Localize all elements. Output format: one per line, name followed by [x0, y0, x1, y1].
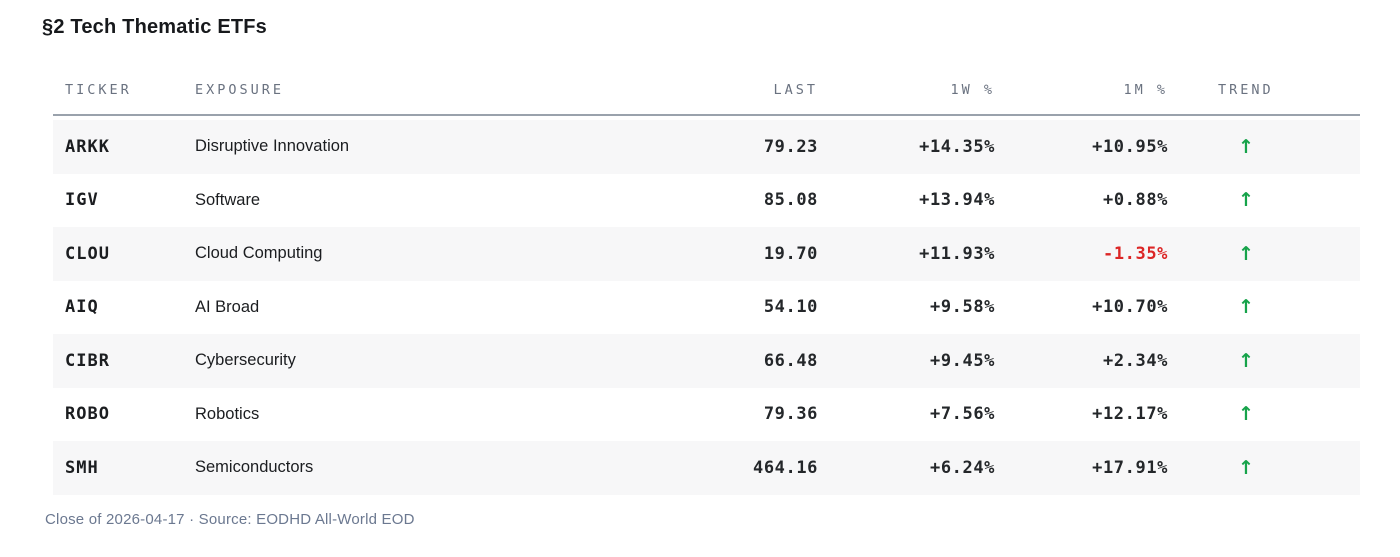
cell-trend: ↑: [1178, 441, 1360, 495]
cell-last: 85.08: [763, 190, 818, 211]
cell-trend: ↑: [1178, 174, 1360, 228]
cell-1m: +0.88%: [1102, 190, 1168, 211]
trend-up-icon: ↑: [1238, 242, 1254, 265]
cell-ticker: IGV: [65, 190, 99, 211]
header-gap: [53, 115, 1360, 120]
cell-exposure: Software: [195, 190, 261, 209]
trend-up-icon: ↑: [1238, 135, 1254, 158]
col-header-exposure: EXPOSURE: [195, 72, 638, 116]
trend-up-icon: ↑: [1238, 349, 1254, 372]
cell-1w: +13.94%: [919, 190, 995, 211]
footer-note: Close of 2026-04-17 · Source: EODHD All-…: [45, 510, 415, 528]
cell-last: 66.48: [638, 334, 828, 388]
cell-trend: ↑: [1178, 227, 1360, 281]
cell-1m: -1.35%: [1005, 227, 1178, 281]
cell-ticker: SMH: [53, 441, 195, 495]
cell-ticker: ROBO: [65, 404, 110, 425]
cell-ticker: CLOU: [53, 227, 195, 281]
cell-1w: +9.58%: [929, 297, 995, 318]
page-title: §2 Tech Thematic ETFs: [42, 16, 268, 38]
table-header-row: TICKER EXPOSURE LAST 1W % 1M % TREND: [53, 72, 1360, 116]
table-row: IGV Software 85.08 +13.94% +0.88% ↑: [53, 174, 1360, 228]
cell-last: 464.16: [638, 441, 828, 495]
cell-1w: +6.24%: [828, 441, 1005, 495]
cell-trend: ↑: [1178, 334, 1360, 388]
col-header-last: LAST: [638, 72, 828, 116]
cell-exposure: Semiconductors: [195, 441, 638, 495]
cell-1m: +2.34%: [1005, 334, 1178, 388]
table-row: SMH Semiconductors 464.16 +6.24% +17.91%…: [53, 441, 1360, 495]
cell-1w: +11.93%: [828, 227, 1005, 281]
cell-trend: ↑: [1178, 281, 1360, 335]
table-row: AIQ AI Broad 54.10 +9.58% +10.70% ↑: [53, 281, 1360, 335]
trend-up-icon: ↑: [1238, 296, 1254, 319]
cell-ticker: CIBR: [53, 334, 195, 388]
col-header-1w: 1W %: [828, 72, 1005, 116]
cell-1w: +7.56%: [929, 404, 995, 425]
cell-1w: +9.45%: [828, 334, 1005, 388]
table-row: CLOU Cloud Computing 19.70 +11.93% -1.35…: [53, 227, 1360, 281]
cell-last: 54.10: [763, 297, 818, 318]
table-row: CIBR Cybersecurity 66.48 +9.45% +2.34% ↑: [53, 334, 1360, 388]
cell-exposure: Cloud Computing: [195, 227, 638, 281]
cell-1m: +17.91%: [1005, 441, 1178, 495]
cell-1m: +10.95%: [1005, 120, 1178, 174]
col-header-trend: TREND: [1178, 72, 1360, 116]
cell-ticker: AIQ: [65, 297, 99, 318]
cell-exposure: Cybersecurity: [195, 334, 638, 388]
cell-exposure: Disruptive Innovation: [195, 120, 638, 174]
cell-trend: ↑: [1178, 120, 1360, 174]
col-header-ticker: TICKER: [53, 72, 195, 116]
trend-up-icon: ↑: [1238, 403, 1254, 426]
cell-1m: +10.70%: [1092, 297, 1168, 318]
table-row: ARKK Disruptive Innovation 79.23 +14.35%…: [53, 120, 1360, 174]
cell-last: 79.36: [763, 404, 818, 425]
cell-ticker: ARKK: [53, 120, 195, 174]
cell-exposure: AI Broad: [195, 297, 260, 316]
trend-up-icon: ↑: [1238, 189, 1254, 212]
etf-table: TICKER EXPOSURE LAST 1W % 1M % TREND ARK…: [53, 72, 1360, 495]
cell-trend: ↑: [1178, 388, 1360, 442]
cell-last: 19.70: [638, 227, 828, 281]
col-header-1m: 1M %: [1005, 72, 1178, 116]
cell-last: 79.23: [638, 120, 828, 174]
trend-up-icon: ↑: [1238, 456, 1254, 479]
cell-1w: +14.35%: [828, 120, 1005, 174]
cell-exposure: Robotics: [195, 404, 260, 423]
cell-1m: +12.17%: [1092, 404, 1168, 425]
table-row: ROBO Robotics 79.36 +7.56% +12.17% ↑: [53, 388, 1360, 442]
